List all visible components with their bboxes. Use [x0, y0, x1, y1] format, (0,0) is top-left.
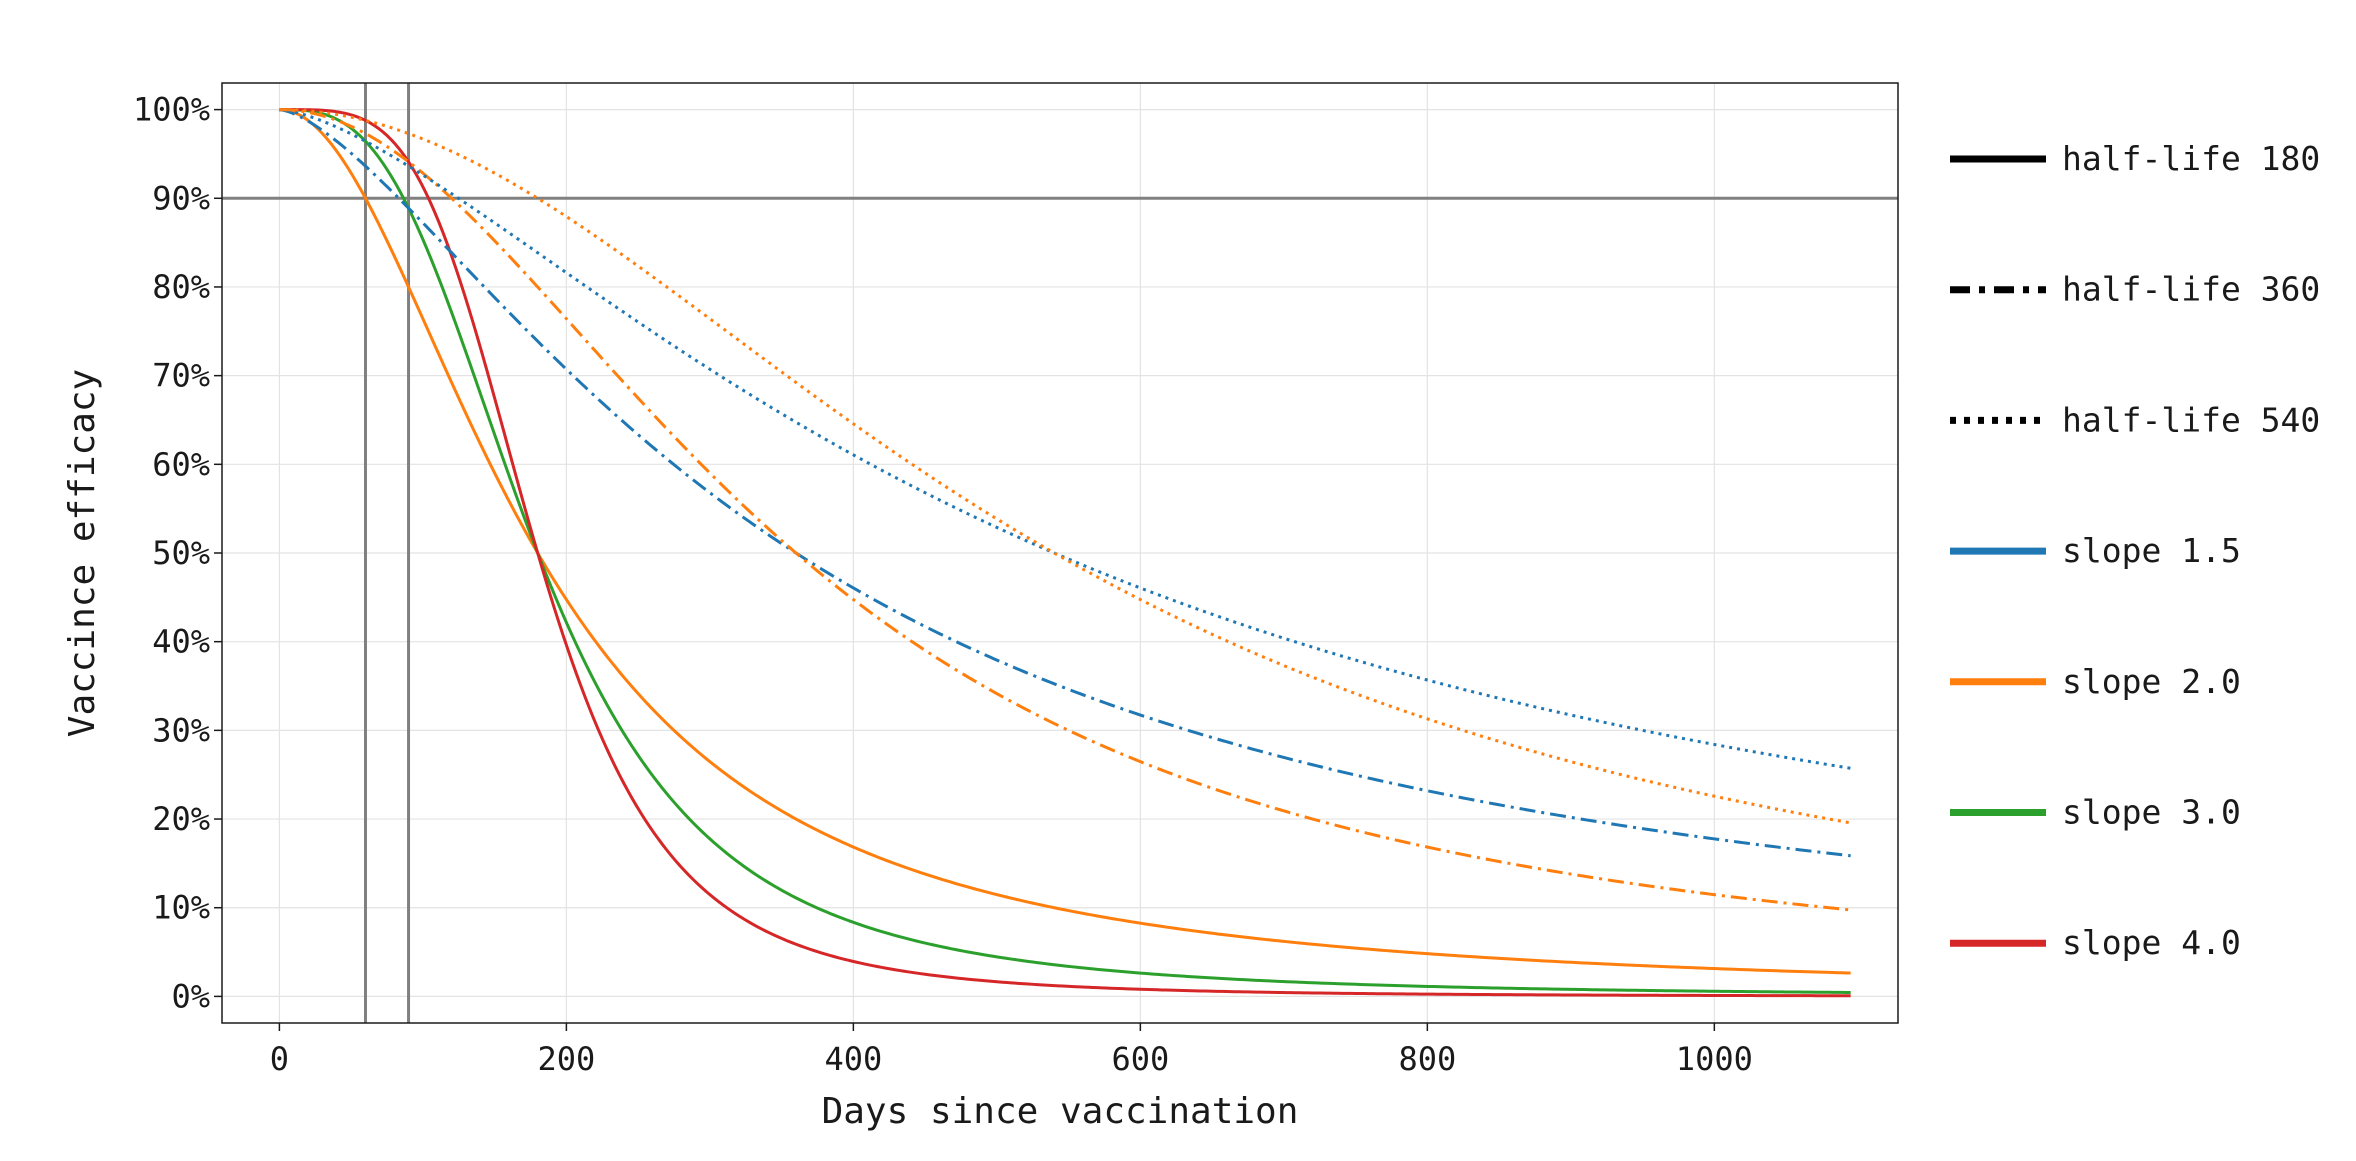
- y-axis-label: Vaccince efficacy: [62, 369, 103, 737]
- y-tick-label: 50%: [152, 534, 210, 572]
- legend-label-half-life-180: half-life 180: [2062, 139, 2320, 178]
- legend-label-half-life-360: half-life 360: [2062, 270, 2320, 309]
- series-line-hl540-slope-2: [279, 108, 1851, 825]
- grid: [222, 83, 1898, 1023]
- legend-label-slope-2: slope 2.0: [2062, 662, 2241, 701]
- x-tick-label: 1000: [1676, 1040, 1753, 1078]
- series-line-hl180-slope-2: [279, 108, 1851, 975]
- series-line-hl360-slope-1-5: [279, 108, 1851, 858]
- y-tick-label: 80%: [152, 268, 210, 306]
- x-tick-label: 600: [1111, 1040, 1169, 1078]
- x-tick-label: 0: [270, 1040, 289, 1078]
- x-tick-label: 400: [824, 1040, 882, 1078]
- y-axis: 0% 10% 20% 30% 40% 50% 60% 70% 80% 90% 100%: [133, 91, 222, 1015]
- y-tick-label: 20%: [152, 800, 210, 838]
- series-line-hl180-slope-3: [279, 108, 1851, 994]
- series-line-hl360-slope-2: [279, 108, 1851, 912]
- y-tick-label: 30%: [152, 711, 210, 749]
- legend: half-life 180 half-life 360 half-life 540 s…: [1950, 139, 2320, 962]
- x-tick-label: 200: [537, 1040, 595, 1078]
- y-tick-label: 0%: [171, 977, 210, 1015]
- y-tick-label: 60%: [152, 445, 210, 483]
- y-tick-label: 100%: [133, 91, 210, 129]
- legend-label-slope-3: slope 3.0: [2062, 793, 2241, 832]
- series-line-hl540-slope-1-5: [279, 108, 1851, 770]
- reference-lines: [222, 83, 1898, 1023]
- legend-label-half-life-540: half-life 540: [2062, 400, 2320, 439]
- y-tick-label: 10%: [152, 889, 210, 927]
- x-tick-label: 800: [1398, 1040, 1456, 1078]
- x-axis-label: Days since vaccination: [822, 1091, 1299, 1132]
- x-axis: 0 200 400 600 800 1000: [270, 1023, 1753, 1078]
- legend-label-slope-1-5: slope 1.5: [2062, 531, 2241, 570]
- series-group: [279, 108, 1851, 998]
- y-tick-label: 40%: [152, 623, 210, 661]
- y-tick-label: 90%: [152, 179, 210, 217]
- y-tick-label: 70%: [152, 357, 210, 395]
- legend-label-slope-4: slope 4.0: [2062, 923, 2241, 962]
- series-line-hl180-slope-4: [279, 108, 1851, 998]
